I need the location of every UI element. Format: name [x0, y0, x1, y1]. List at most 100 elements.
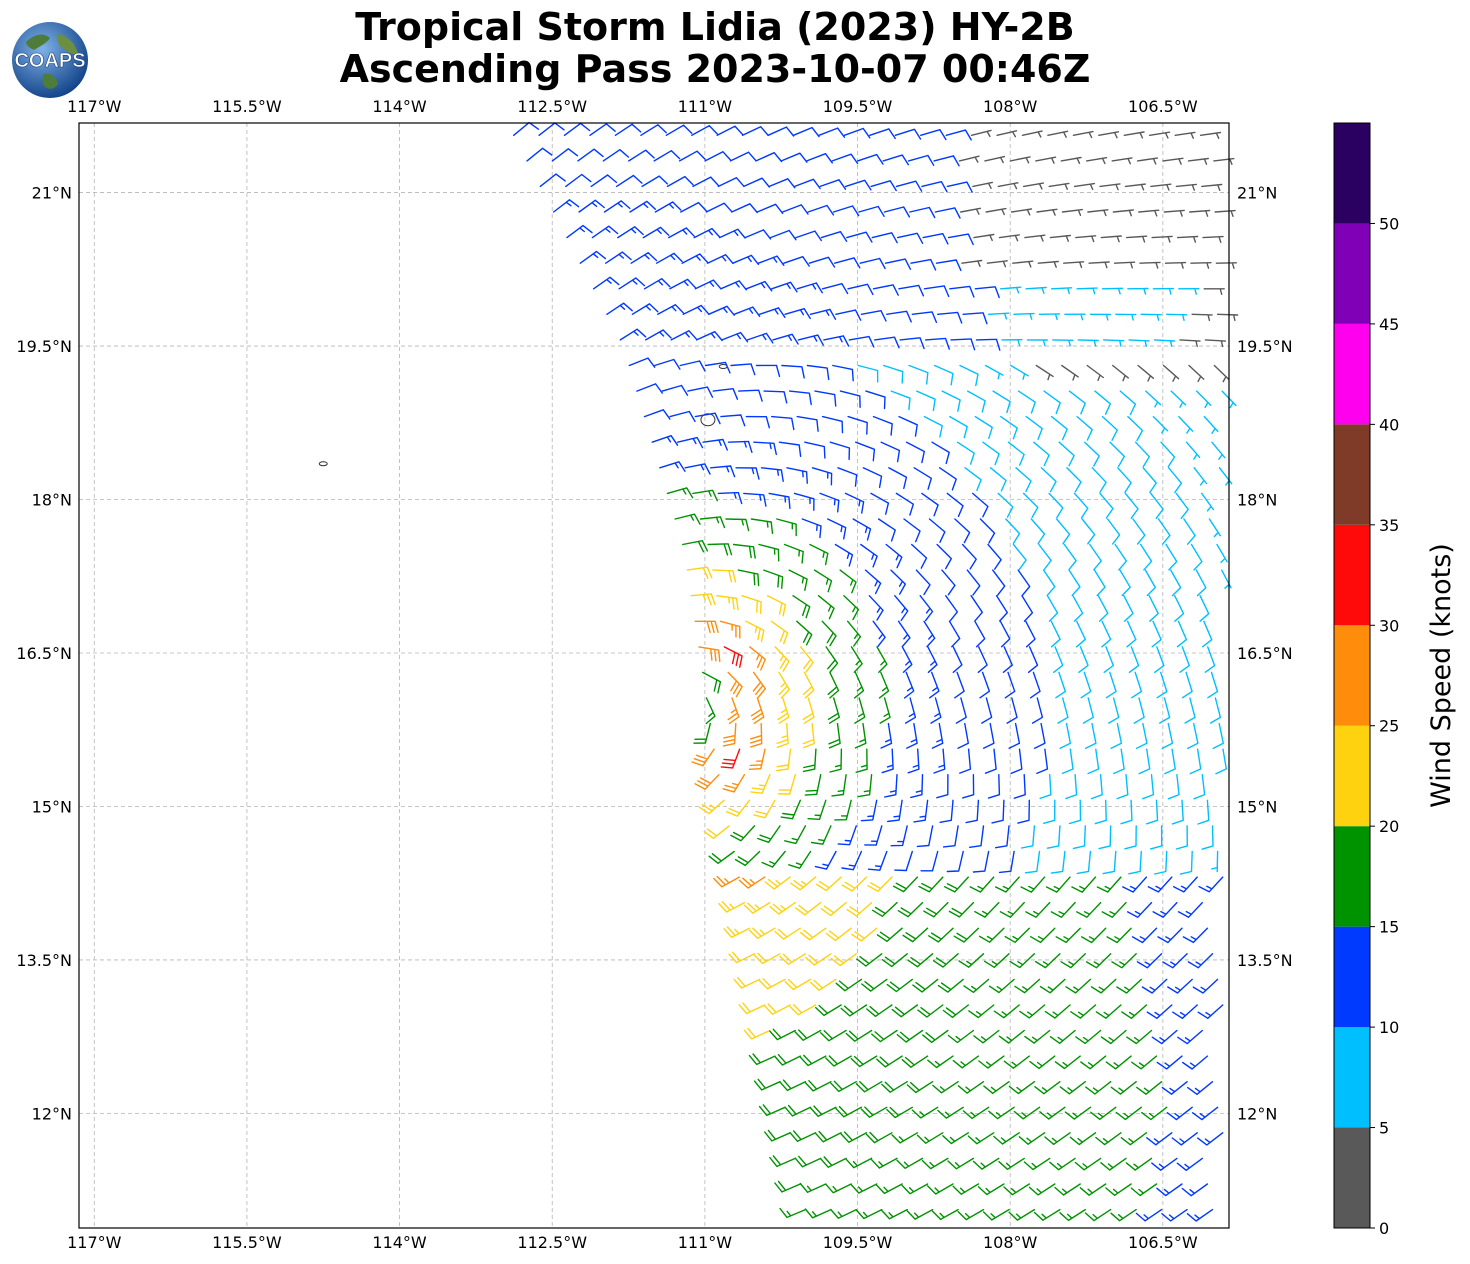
- wind-barb: [718, 901, 746, 913]
- wind-barb: [847, 415, 868, 435]
- wind-barb: [1182, 1055, 1209, 1070]
- wind-barb: [845, 1157, 873, 1169]
- wind-barb: [883, 206, 911, 218]
- wind-barb: [788, 390, 812, 406]
- wind-barb: [743, 1027, 771, 1040]
- wind-barb: [946, 492, 964, 517]
- wind-barb: [1030, 927, 1056, 944]
- wind-barb: [713, 875, 740, 888]
- wind-barb: [895, 180, 923, 192]
- wind-barb: [936, 543, 952, 570]
- wind-barb: [1136, 1081, 1163, 1095]
- wind-barb: [956, 441, 975, 465]
- wind-barb: [810, 978, 837, 991]
- wind-barb: [1213, 157, 1235, 165]
- wind-barb: [795, 901, 822, 916]
- wind-barb: [937, 311, 963, 324]
- wind-barb: [946, 850, 964, 873]
- island-outline: [318, 461, 328, 467]
- wind-barb: [1012, 543, 1027, 570]
- wind-barb: [1059, 1081, 1086, 1095]
- wind-barb: [669, 410, 696, 423]
- wind-barb: [957, 1208, 985, 1221]
- wind-barb: [526, 147, 553, 162]
- wind-barb: [948, 901, 975, 918]
- wind-barb: [820, 901, 847, 917]
- wind-barb: [876, 646, 888, 673]
- wind-barb: [881, 1081, 908, 1093]
- wind-barb: [843, 595, 860, 621]
- wind-barb: [1043, 799, 1056, 824]
- wind-barb: [854, 722, 867, 749]
- wind-barb: [870, 180, 897, 192]
- wind-barb: [1136, 157, 1159, 165]
- wind-barb: [1198, 876, 1224, 893]
- wind-barb: [1123, 131, 1145, 139]
- wind-barb: [1043, 390, 1061, 415]
- wind-barb: [969, 825, 985, 848]
- wind-barb: [911, 311, 938, 324]
- y-tick-label-left: 19.5°N: [16, 337, 72, 356]
- wind-barb: [1061, 748, 1074, 775]
- wind-barb: [783, 543, 804, 564]
- x-tick-label-bottom: 117°W: [67, 1233, 122, 1252]
- wind-barb: [821, 283, 849, 295]
- colorbar-segment: [1334, 926, 1370, 1028]
- wind-barb: [848, 335, 875, 348]
- wind-barb: [997, 492, 1014, 518]
- wind-barb: [998, 850, 1015, 874]
- wind-barb: [1072, 825, 1086, 850]
- x-tick-label-top: 111°W: [678, 97, 733, 116]
- wind-barb: [1215, 262, 1237, 269]
- wind-barb: [1146, 1132, 1173, 1146]
- wind-barb: [972, 1157, 1000, 1170]
- wind-barb: [1085, 722, 1097, 749]
- wind-barb: [745, 415, 770, 429]
- wind-barb: [784, 978, 812, 991]
- wind-barb: [929, 671, 940, 699]
- wind-barbs: [513, 121, 1239, 1222]
- wind-barb: [780, 799, 801, 820]
- wind-barb: [1036, 208, 1058, 216]
- wind-barb: [804, 1208, 832, 1219]
- wind-barb: [916, 1132, 944, 1144]
- wind-barb: [1140, 543, 1153, 571]
- wind-barb: [784, 1104, 812, 1117]
- wind-barb: [802, 748, 817, 773]
- wind-barb: [725, 518, 750, 532]
- wind-barb: [796, 415, 819, 432]
- wind-barb: [1136, 722, 1148, 749]
- wind-barb: [973, 233, 995, 242]
- wind-barb: [738, 1002, 766, 1015]
- wind-barb: [1207, 671, 1219, 699]
- wind-barb: [1023, 182, 1045, 190]
- wind-barb: [770, 620, 789, 645]
- colorbar-frame: [1333, 122, 1371, 1229]
- wind-barb: [539, 173, 566, 188]
- wind-barb: [972, 850, 990, 873]
- wind-barb: [809, 1105, 837, 1117]
- wind-barb: [941, 569, 956, 596]
- wind-barb: [974, 901, 1000, 918]
- wind-barb: [1127, 901, 1153, 918]
- wind-barb: [1175, 183, 1197, 191]
- wind-barb: [952, 1183, 980, 1195]
- wind-barb: [1163, 209, 1185, 217]
- wind-barb: [959, 748, 972, 774]
- wind-barb: [1139, 261, 1161, 269]
- wind-barb: [974, 620, 986, 648]
- wind-barb: [1170, 569, 1182, 597]
- wind-barb: [763, 569, 784, 589]
- wind-barb: [923, 415, 943, 438]
- wind-barb: [944, 876, 969, 893]
- wind-barb: [1141, 1106, 1168, 1121]
- wind-barb: [858, 205, 885, 217]
- wind-barb: [752, 671, 766, 699]
- wind-barb: [1167, 774, 1180, 800]
- wind-barb: [732, 543, 756, 559]
- wind-barb: [687, 386, 714, 398]
- wind-barb: [881, 953, 908, 968]
- wind-barb: [678, 150, 706, 162]
- wind-barb: [870, 1157, 898, 1169]
